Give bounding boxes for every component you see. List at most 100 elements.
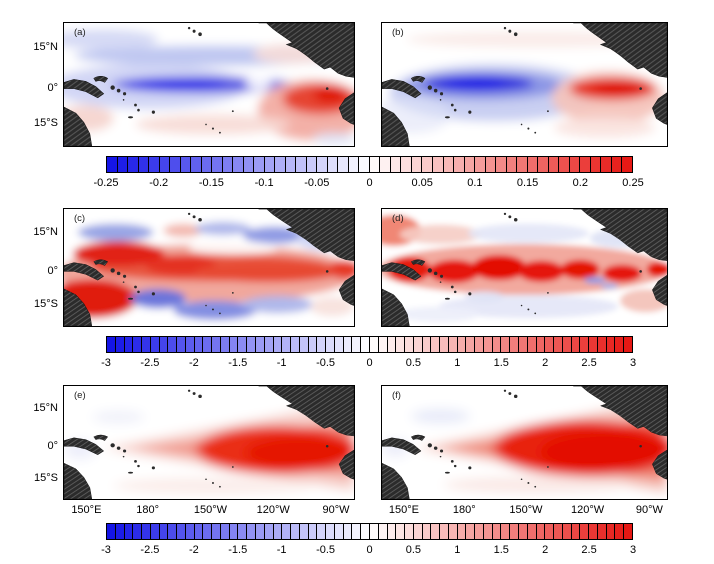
colorbar-cell: [614, 524, 624, 539]
island-dot: [231, 110, 234, 113]
land-australia: [64, 462, 93, 499]
colorbar-cell: [141, 337, 150, 352]
colorbar-cell: [421, 524, 431, 539]
lon-tick-label: 90°W: [635, 504, 663, 516]
land-south-america: [338, 449, 354, 480]
colorbar-tick-label: 2: [542, 357, 549, 369]
lon-tick-label: 180°: [452, 504, 476, 516]
colorbar-cell: [610, 157, 622, 172]
colorbar-cell: [395, 337, 405, 352]
colorbar-cell: [526, 337, 536, 352]
colorbar-cell: [442, 157, 454, 172]
colorbar-cell: [137, 157, 149, 172]
island-dot: [219, 312, 221, 315]
lat-tick-label: 15°S: [34, 298, 58, 311]
island-dot: [534, 485, 537, 488]
colorbar-cell: [379, 157, 390, 172]
colorbar-cell: [167, 524, 177, 539]
colorbar-cell: [179, 157, 191, 172]
colorbar-tick-label: 0: [366, 177, 373, 189]
land-masses: [382, 23, 667, 146]
island-dot: [325, 270, 329, 273]
colorbar-cell: [255, 524, 264, 539]
colorbar-tick-label: 0.1: [467, 177, 483, 189]
ocean-field: [64, 386, 354, 499]
colorbar-tick-label: -3: [101, 544, 111, 556]
island-dot: [433, 446, 438, 450]
island-dot: [433, 88, 438, 93]
colorbar-cell: [368, 524, 378, 539]
island-dot: [508, 392, 512, 395]
map-panel-d: (d): [381, 208, 668, 327]
island-dot: [439, 449, 444, 453]
lat-tick-label: 0°: [47, 264, 58, 277]
colorbar-tick-label: 2: [542, 544, 549, 556]
panel-label-a: (a): [74, 27, 86, 38]
colorbar-cell: [482, 524, 492, 539]
colorbar-cell: [202, 337, 212, 352]
contour-field-e: [64, 386, 354, 499]
colorbar-cell: [193, 337, 203, 352]
island-dot: [325, 445, 329, 448]
colorbar-cell: [368, 337, 378, 352]
island-dot: [427, 85, 432, 90]
colorbar-tick-label: -0.5: [316, 544, 336, 556]
island-dot: [116, 446, 121, 450]
colorbar-cell: [221, 157, 233, 172]
land-south-america: [652, 92, 667, 125]
colorbar-cell: [535, 524, 545, 539]
island-dot: [211, 482, 214, 484]
panel-label-b: (b): [392, 27, 404, 38]
lat-tick-label: 15°S: [34, 117, 58, 130]
colorbar-cell: [169, 157, 180, 172]
island-dot: [122, 99, 125, 101]
colorbar-cell: [211, 157, 222, 172]
island-dot: [547, 291, 549, 294]
colorbar-cell: [404, 524, 413, 539]
colorbar-cell: [500, 337, 510, 352]
colorbar-cell: [579, 157, 590, 172]
colorbar-cell: [517, 524, 527, 539]
colorbar-cell: [588, 524, 597, 539]
colorbar-cell: [544, 524, 554, 539]
colorbar-cell: [281, 524, 291, 539]
colorbar-cell: [347, 157, 359, 172]
colorbar-tick-label: 0: [366, 357, 373, 369]
colorbar-cell: [553, 524, 562, 539]
colorbar-tick-label: 0.25: [622, 177, 644, 189]
colorbar-row2-bar: [106, 336, 633, 353]
land-masses: [64, 209, 354, 326]
island-dot: [211, 127, 214, 130]
lon-tick-label: 90°W: [322, 504, 350, 516]
colorbar-tick-label: -0.1: [254, 177, 274, 189]
colorbar-cell: [263, 524, 273, 539]
colorbar-tick-label: -1: [276, 544, 287, 556]
colorbar-cell: [325, 337, 334, 352]
lon-tick-label: 120°W: [571, 504, 605, 516]
island-dot: [468, 110, 472, 114]
colorbar-cell: [439, 337, 448, 352]
colorbar-cell: [456, 524, 466, 539]
island-dot: [453, 108, 457, 112]
contour-field-b: [382, 23, 667, 146]
colorbar-cell: [184, 337, 194, 352]
island-dot: [151, 292, 155, 296]
land-central-america: [573, 386, 667, 437]
island-dot: [450, 460, 454, 463]
lat-tick-label: 15°N: [33, 402, 58, 414]
colorbar-tick-label: -2: [188, 357, 199, 369]
island-dot: [134, 103, 137, 107]
land-masses: [64, 23, 354, 146]
colorbar-cell: [561, 524, 571, 539]
map-panel-e: (e): [63, 385, 355, 500]
colorbar-tick-label: 1.5: [493, 544, 509, 556]
colorbar-cell: [412, 524, 422, 539]
colorbar-cell: [482, 337, 492, 352]
colorbar-cell: [474, 157, 485, 172]
colorbar-cell: [351, 337, 361, 352]
island-dot: [110, 268, 115, 273]
colorbar-cell: [386, 337, 396, 352]
colorbar-row1: -0.25 -0.2 -0.15 -0.1 -0.05 0 0.05 0.1 0.15 0.2 0.…: [93, 156, 644, 189]
colorbar-cell: [132, 337, 142, 352]
colorbar-tick-label: -0.15: [198, 177, 224, 189]
